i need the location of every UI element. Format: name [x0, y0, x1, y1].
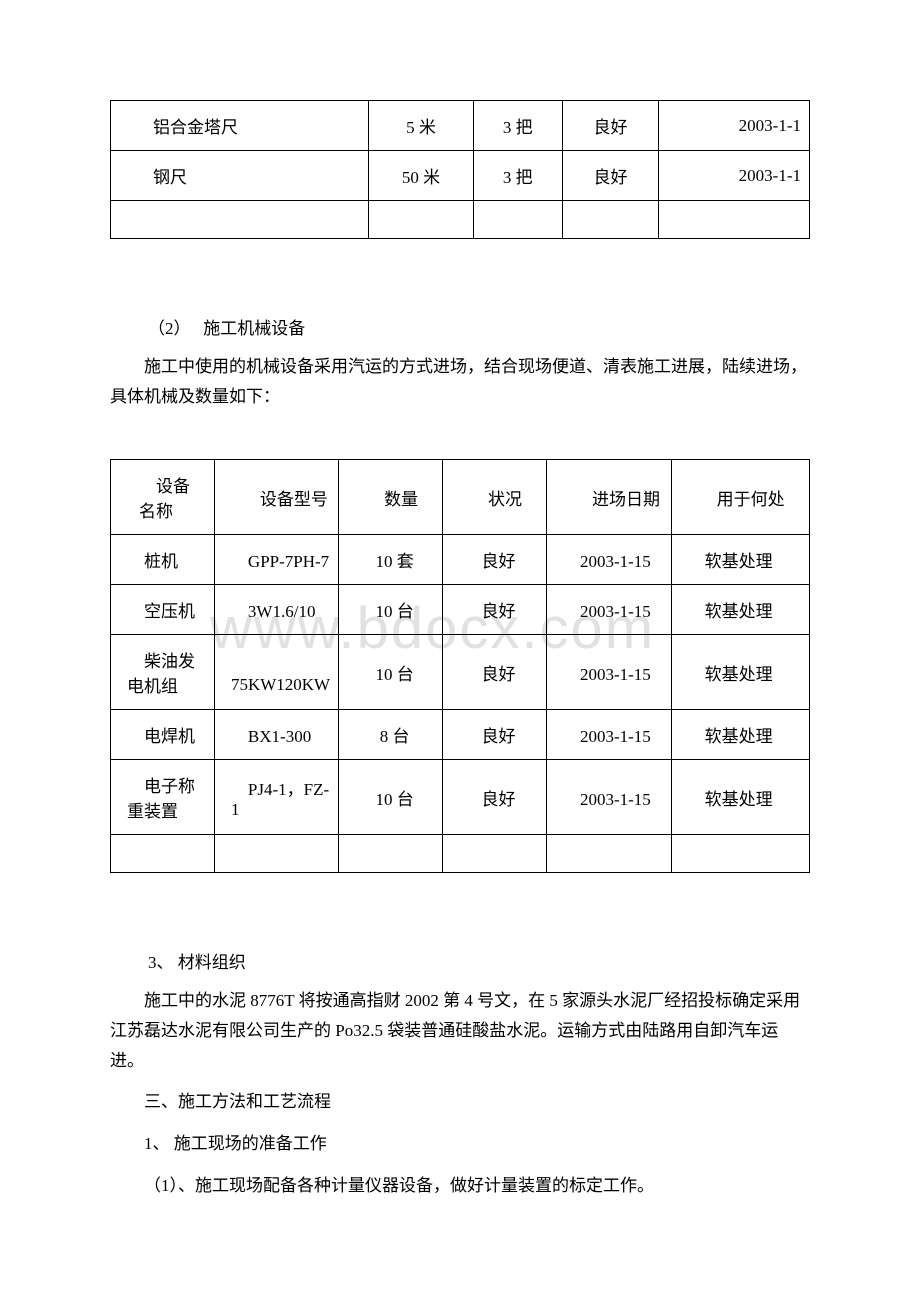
cell: 铝合金塔尺 [111, 101, 369, 151]
table-row: 铝合金塔尺 5 米 3 把 良好 2003-1-1 [111, 101, 810, 151]
cell: 良好 [443, 635, 547, 710]
cell [339, 835, 443, 873]
section-para: （1）、施工现场配备各种计量仪器设备，做好计量装置的标定工作。 [110, 1171, 810, 1201]
cell: 2003-1-15 [546, 760, 671, 835]
cell [659, 201, 810, 239]
header-cell: 用于何处 [671, 460, 809, 535]
cell: 2003-1-1 [659, 101, 810, 151]
cell: 空压机 [111, 585, 215, 635]
table-row: 空压机 3W1.6/10 10 台 良好 2003-1-15 软基处理 [111, 585, 810, 635]
cell: 软基处理 [671, 760, 809, 835]
cell [369, 201, 474, 239]
cell: 3 把 [473, 101, 562, 151]
cell: 良好 [443, 760, 547, 835]
cell: 良好 [562, 151, 659, 201]
cell: 10 台 [339, 585, 443, 635]
cell: 2003-1-15 [546, 710, 671, 760]
equipment-table-1: 铝合金塔尺 5 米 3 把 良好 2003-1-1 钢尺 50 米 3 把 良好… [110, 100, 810, 239]
cell: 50 米 [369, 151, 474, 201]
cell: 良好 [443, 535, 547, 585]
cell: 良好 [443, 585, 547, 635]
table-row [111, 201, 810, 239]
cell [671, 835, 809, 873]
cell [214, 835, 338, 873]
cell: 3W1.6/10 [214, 585, 338, 635]
cell: PJ4-1，FZ-1 [214, 760, 338, 835]
cell: GPP-7PH-7 [214, 535, 338, 585]
table-row [111, 835, 810, 873]
section-heading-3: 3、 材料组织 [148, 948, 810, 978]
cell: 软基处理 [671, 635, 809, 710]
header-cell: 进场日期 [546, 460, 671, 535]
cell: 软基处理 [671, 535, 809, 585]
cell [546, 835, 671, 873]
table-row: 桩机 GPP-7PH-7 10 套 良好 2003-1-15 软基处理 [111, 535, 810, 585]
table-row: 钢尺 50 米 3 把 良好 2003-1-1 [111, 151, 810, 201]
header-cell: 设备名称 [111, 460, 215, 535]
cell: 钢尺 [111, 151, 369, 201]
section-para: 1、 施工现场的准备工作 [110, 1129, 810, 1159]
cell: 电焊机 [111, 710, 215, 760]
cell: 3 把 [473, 151, 562, 201]
cell: 软基处理 [671, 710, 809, 760]
cell: 8 台 [339, 710, 443, 760]
cell [443, 835, 547, 873]
cell: 柴油发电机组 [111, 635, 215, 710]
cell: 10 套 [339, 535, 443, 585]
table-row: 柴油发电机组 75KW120KW 10 台 良好 2003-1-15 软基处理 [111, 635, 810, 710]
cell: 桩机 [111, 535, 215, 585]
cell: 10 台 [339, 635, 443, 710]
section-para: 三、施工方法和工艺流程 [110, 1087, 810, 1117]
cell [562, 201, 659, 239]
cell: 电子称重装置 [111, 760, 215, 835]
table-row: 电焊机 BX1-300 8 台 良好 2003-1-15 软基处理 [111, 710, 810, 760]
section-heading-2: （2） 施工机械设备 [148, 314, 810, 344]
table-row: 电子称重装置 PJ4-1，FZ-1 10 台 良好 2003-1-15 软基处理 [111, 760, 810, 835]
cell: BX1-300 [214, 710, 338, 760]
section-para: 施工中使用的机械设备采用汽运的方式进场，结合现场便道、清表施工进展，陆续进场，具… [110, 352, 810, 412]
page-content: 铝合金塔尺 5 米 3 把 良好 2003-1-1 钢尺 50 米 3 把 良好… [110, 100, 810, 1201]
cell [111, 835, 215, 873]
cell: 良好 [443, 710, 547, 760]
cell [473, 201, 562, 239]
cell: 良好 [562, 101, 659, 151]
cell: 75KW120KW [214, 635, 338, 710]
header-cell: 状况 [443, 460, 547, 535]
equipment-table-2: 设备名称 设备型号 数量 状况 进场日期 用于何处 桩机 GPP-7PH-7 1… [110, 459, 810, 873]
section-para: 施工中的水泥 8776T 将按通高指财 2002 第 4 号文，在 5 家源头水… [110, 986, 810, 1075]
table-header-row: 设备名称 设备型号 数量 状况 进场日期 用于何处 [111, 460, 810, 535]
cell: 2003-1-15 [546, 635, 671, 710]
cell: 5 米 [369, 101, 474, 151]
header-cell: 设备型号 [214, 460, 338, 535]
header-cell: 数量 [339, 460, 443, 535]
cell [111, 201, 369, 239]
cell: 2003-1-15 [546, 585, 671, 635]
cell: 软基处理 [671, 585, 809, 635]
cell: 2003-1-1 [659, 151, 810, 201]
cell: 2003-1-15 [546, 535, 671, 585]
cell: 10 台 [339, 760, 443, 835]
